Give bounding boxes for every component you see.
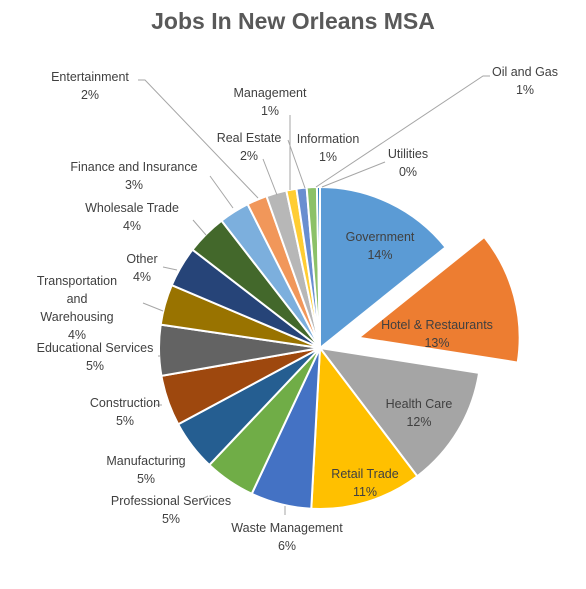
slice-label-wholesale-trade: Wholesale Trade 4% xyxy=(85,201,179,233)
pie-slice-hotel-restaurants xyxy=(356,235,521,364)
slice-label-retail-trade: Retail Trade 11% xyxy=(331,467,398,499)
slice-label-real-estate: Real Estate 2% xyxy=(217,131,282,163)
leader-line xyxy=(162,266,178,271)
slice-label-health-care: Health Care 12% xyxy=(386,397,453,429)
chart-title: Jobs In New Orleans MSA xyxy=(151,8,435,34)
slice-label-transportation-and-warehousing: Transportation and Warehousing 4% xyxy=(37,274,117,342)
leader-line xyxy=(262,158,278,196)
pie-slice-government xyxy=(319,185,448,351)
slice-label-management: Management 1% xyxy=(234,86,307,118)
leader-line xyxy=(142,302,164,312)
slice-label-entertainment: Entertainment 2% xyxy=(51,70,129,102)
slice-label-professional-services: Professional Services 5% xyxy=(111,494,231,526)
slice-label-oil-and-gas: Oil and Gas 1% xyxy=(492,65,558,97)
slice-label-manufacturing: Manufacturing 5% xyxy=(106,454,185,486)
slice-label-hotel-restaurants: Hotel & Restaurants 13% xyxy=(381,318,493,350)
slice-label-construction: Construction 5% xyxy=(90,396,160,428)
slice-label-utilities: Utilities 0% xyxy=(388,147,428,179)
slice-label-government: Government 14% xyxy=(346,230,415,262)
slice-label-other: Other 4% xyxy=(126,252,157,284)
slice-label-waste-management: Waste Management 6% xyxy=(231,521,343,553)
pie-slice-retail-trade xyxy=(310,345,419,510)
slice-label-educational-services: Educational Services 5% xyxy=(37,341,154,373)
leader-line xyxy=(315,75,490,188)
leader-line xyxy=(199,495,209,501)
slice-label-finance-and-insurance: Finance and Insurance 3% xyxy=(70,160,197,192)
leader-line xyxy=(138,79,259,199)
pie-slice-utilities xyxy=(315,185,321,349)
leader-line xyxy=(192,219,207,236)
leader-line xyxy=(209,175,234,209)
leader-line xyxy=(171,457,181,460)
leader-line xyxy=(287,139,306,189)
slice-label-information: Information 1% xyxy=(297,132,360,164)
pie-slice-health-care xyxy=(317,346,481,478)
leader-line xyxy=(321,161,386,188)
